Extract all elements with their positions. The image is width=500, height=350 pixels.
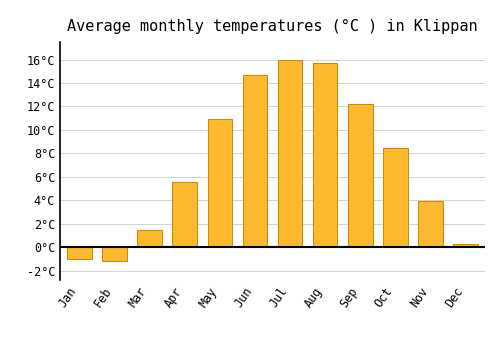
Bar — [278, 60, 302, 247]
Bar — [138, 230, 162, 247]
Bar — [67, 247, 92, 259]
Bar — [313, 63, 338, 247]
Bar — [102, 247, 126, 261]
Bar — [454, 244, 478, 247]
Bar — [172, 182, 197, 247]
Bar — [348, 104, 372, 247]
Bar — [383, 147, 407, 247]
Bar — [418, 202, 443, 247]
Title: Average monthly temperatures (°C ) in Klippan: Average monthly temperatures (°C ) in Kl… — [67, 19, 478, 34]
Bar — [208, 119, 232, 247]
Bar — [242, 75, 267, 247]
